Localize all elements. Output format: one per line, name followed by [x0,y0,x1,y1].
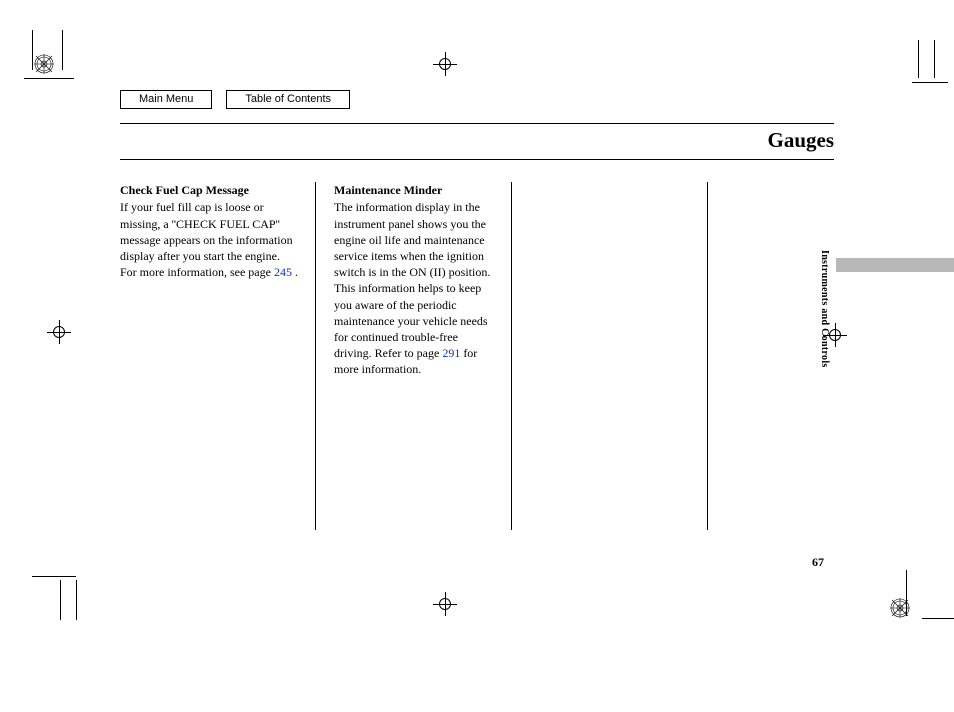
thumb-index-bar [836,258,954,272]
registration-mark-icon [433,52,457,76]
column-2: Maintenance Minder The information displ… [316,182,512,530]
registration-mark-icon [433,592,457,616]
registration-mark-icon [47,320,71,344]
column-2-heading: Maintenance Minder [334,182,495,198]
column-1-text: If your fuel fill cap is loose or missin… [120,200,293,279]
page-link-291[interactable]: 291 [442,346,460,360]
nav-row: Main Menu Table of Contents [120,90,834,109]
title-bar: Gauges [120,123,834,160]
page-body: Main Menu Table of Contents Gauges Check… [120,90,834,572]
page-title: Gauges [767,128,834,153]
content-columns: Check Fuel Cap Message If your fuel fill… [120,182,834,530]
column-1-text-tail: . [292,265,298,279]
column-2-text: The information display in the instrumen… [334,200,490,360]
column-1-body: If your fuel fill cap is loose or missin… [120,199,299,280]
column-1-heading: Check Fuel Cap Message [120,182,299,198]
column-3 [512,182,708,530]
registration-sunburst-icon [34,54,54,74]
column-2-body: The information display in the instrumen… [334,199,495,377]
registration-sunburst-icon [890,598,910,618]
main-menu-button[interactable]: Main Menu [120,90,212,109]
column-1: Check Fuel Cap Message If your fuel fill… [120,182,316,530]
toc-button[interactable]: Table of Contents [226,90,350,109]
page-link-245[interactable]: 245 [274,265,292,279]
